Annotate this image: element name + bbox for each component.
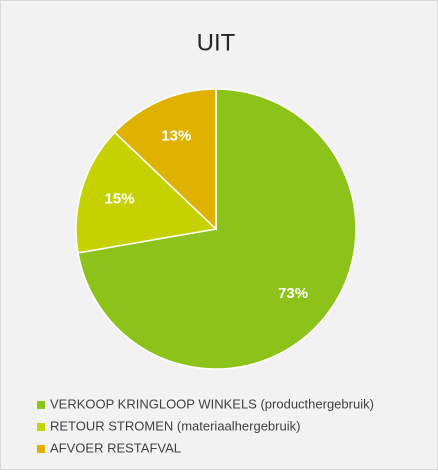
pie-slice — [75, 131, 218, 254]
data-label: 73% — [278, 285, 308, 302]
legend-swatch — [37, 423, 45, 431]
data-label: 13% — [161, 127, 191, 144]
data-label: 15% — [105, 191, 135, 208]
legend-label: AFVOER RESTAFVAL — [50, 440, 181, 455]
chart-title: UIT — [197, 29, 236, 56]
legend-swatch — [37, 401, 45, 409]
legend-swatch — [37, 445, 45, 453]
legend-label: VERKOOP KRINGLOOP WINKELS (producthergeb… — [50, 396, 374, 411]
pie-slice — [113, 88, 217, 231]
legend-label: RETOUR STROMEN (materiaalhergebruik) — [50, 418, 300, 433]
